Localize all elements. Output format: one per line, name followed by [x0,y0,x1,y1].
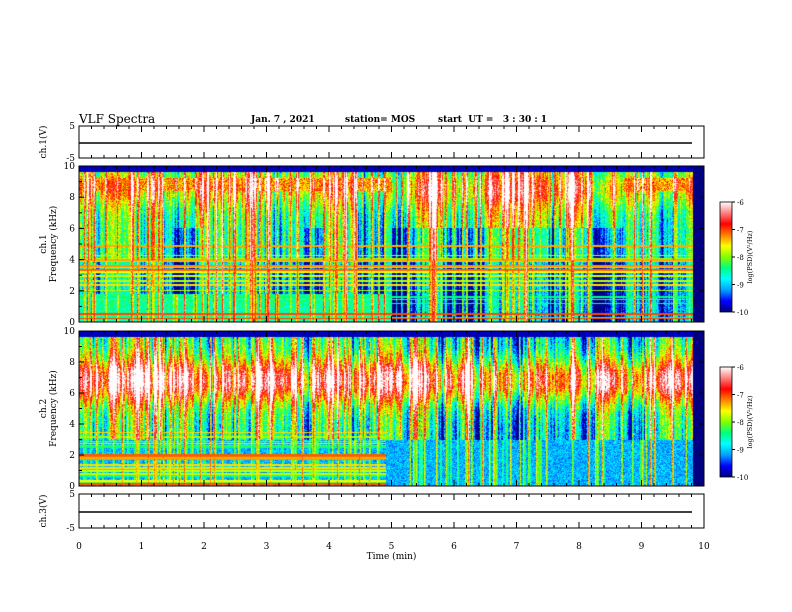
y-axis-label-2: ch.1 [39,234,49,253]
x-axis-label: Time (min) [367,551,417,562]
x-tick-label: 5 [389,542,395,552]
colorbar-tick-label: -8 [737,419,744,427]
x-tick-label: 7 [514,542,520,552]
x-tick-label: 0 [76,542,82,552]
spectrogram-image-2 [79,331,704,486]
y-tick-label: 5 [69,122,75,132]
colorbar-tick-label: -9 [737,447,744,455]
y-tick-label: 2 [69,287,75,297]
colorbar-tick-label: -6 [737,199,744,207]
y-tick-label: 6 [69,389,75,399]
colorbar-tick-label: -7 [737,227,744,235]
x-tick-label: 9 [639,542,645,552]
spectrogram-image-1 [79,166,704,322]
colorbar-tick-label: -8 [737,254,744,262]
y-tick-label: -5 [66,524,75,534]
y-tick-label: 10 [64,327,76,337]
y-tick-label: 0 [69,318,75,328]
y-tick-label: 4 [69,256,75,266]
y-tick-label: 8 [69,358,75,368]
y-tick-label: 10 [64,162,76,172]
header-start-ut: start UT = 3 : 30 : 1 [438,115,548,125]
x-tick-label: 6 [451,542,457,552]
y-axis-label-3: ch.2 [39,399,49,418]
colorbar-tick-label: -6 [737,364,744,372]
y-axis-label-4: ch.3(V) [38,495,49,528]
x-tick-label: 3 [264,542,270,552]
y-axis-label2-2: Frequency (kHz) [48,206,59,283]
colorbar-label: log(PSD)(V²/Hz) [746,395,754,448]
y-tick-label: 6 [69,224,75,234]
header-date: Jan. 7 , 2021 [251,115,315,125]
y-tick-label: 4 [69,420,75,430]
x-tick-label: 2 [201,542,207,552]
colorbar-1 [719,201,733,313]
y-axis-label-1: ch.1(V) [38,126,49,159]
colorbar-tick-label: -9 [737,282,744,290]
colorbar-tick-label: -10 [737,474,748,482]
y-axis-label2-3: Frequency (kHz) [48,370,59,447]
x-tick-label: 8 [576,542,582,552]
x-tick-label: 1 [139,542,145,552]
colorbar-tick-label: -7 [737,392,744,400]
colorbar-tick-label: -10 [737,309,748,317]
y-tick-label: 8 [69,193,75,203]
x-tick-label: 4 [326,542,332,552]
header-title: VLF Spectra [79,112,156,126]
colorbar-2 [719,366,733,478]
y-tick-label: -5 [66,154,75,164]
colorbar-label: log(PSD)(V²/Hz) [746,230,754,283]
header-station: station= MOS [345,115,416,125]
y-tick-label: 2 [69,451,75,461]
y-tick-label: 5 [69,490,75,500]
y-tick-label: 0 [69,482,75,492]
x-tick-label: 10 [698,542,710,552]
